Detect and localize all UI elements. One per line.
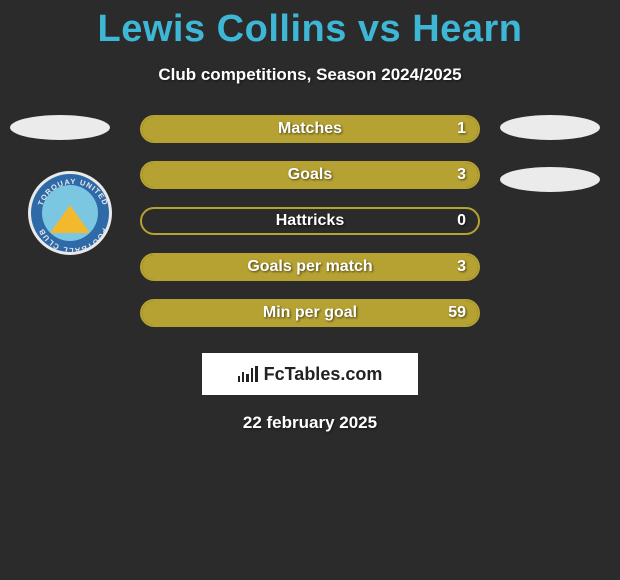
- player-image-placeholder-right-2: [500, 167, 600, 192]
- stat-value: 0: [457, 212, 466, 230]
- source-logo-text: FcTables.com: [264, 364, 383, 385]
- source-logo: FcTables.com: [202, 353, 418, 395]
- page-title: Lewis Collins vs Hearn: [0, 0, 620, 51]
- snapshot-date: 22 february 2025: [0, 413, 620, 433]
- player-image-placeholder-right-1: [500, 115, 600, 140]
- stat-label: Goals per match: [247, 258, 372, 276]
- stat-label: Matches: [278, 120, 342, 138]
- stat-value: 3: [457, 166, 466, 184]
- page-subtitle: Club competitions, Season 2024/2025: [0, 65, 620, 85]
- stat-bars: Matches 1 Goals 3 Hattricks 0 Goals per match 3…: [140, 115, 480, 327]
- comparison-panel: TORQUAY UNITED FOOTBALL CLUB Matches 1 Goa…: [0, 115, 620, 327]
- stat-value: 3: [457, 258, 466, 276]
- stat-bar: Hattricks 0: [140, 207, 480, 235]
- stat-label: Goals: [288, 166, 332, 184]
- stat-value: 59: [448, 304, 466, 322]
- club-badge: TORQUAY UNITED FOOTBALL CLUB: [28, 171, 112, 255]
- bar-chart-icon: [238, 366, 258, 382]
- stat-label: Hattricks: [276, 212, 344, 230]
- player-image-placeholder-left: [10, 115, 110, 140]
- stat-bar: Min per goal 59: [140, 299, 480, 327]
- stat-value: 1: [457, 120, 466, 138]
- stat-bar: Goals 3: [140, 161, 480, 189]
- mountain-icon: [50, 205, 90, 233]
- stat-bar: Goals per match 3: [140, 253, 480, 281]
- stat-bar: Matches 1: [140, 115, 480, 143]
- stat-label: Min per goal: [263, 304, 357, 322]
